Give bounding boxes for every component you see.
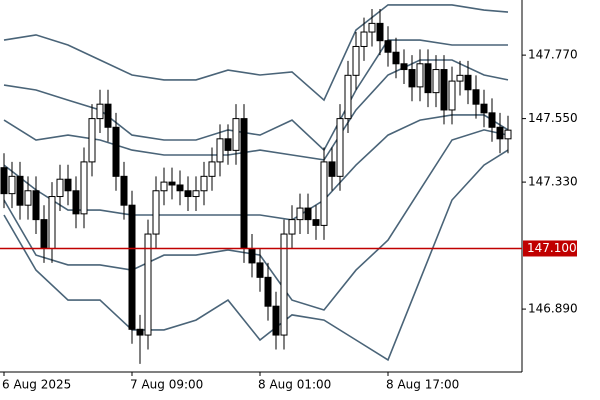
candle-body [416, 63, 424, 88]
candle-body [168, 181, 176, 186]
candle-body [392, 51, 400, 65]
candle-body [120, 175, 128, 206]
candle-body [344, 74, 352, 120]
y-tick-label: 147.770 [528, 48, 578, 62]
candle-body [296, 207, 304, 221]
candle-body [8, 175, 16, 195]
candle-body [360, 31, 368, 47]
candle-body [280, 233, 288, 336]
candle-body [128, 204, 136, 330]
y-tick-label: 147.330 [528, 175, 578, 189]
candle-body [240, 118, 248, 249]
candle-body [256, 262, 264, 278]
candle-body [72, 190, 80, 215]
candle-body [216, 138, 224, 163]
candle-body [368, 22, 376, 33]
candle-body [288, 219, 296, 235]
candle-body [472, 89, 480, 105]
candle-body [424, 63, 432, 94]
candle-body [432, 69, 440, 94]
candle-body [184, 190, 192, 198]
candle-body [232, 118, 240, 151]
candle-body [88, 118, 96, 163]
candle-body [312, 219, 320, 226]
candle-body [208, 161, 216, 177]
candle-body [336, 118, 344, 177]
band-line [3, 4, 509, 102]
candle-body [496, 126, 504, 140]
candle-body [440, 69, 448, 111]
candle-body [16, 175, 24, 206]
candle-body [152, 190, 160, 235]
x-tick-label: 8 Aug 01:00 [258, 378, 331, 392]
candle-body [272, 305, 280, 336]
plot-area [0, 4, 512, 364]
candle-body [144, 233, 152, 336]
candle-body [400, 63, 408, 71]
candle-body [224, 138, 232, 151]
candle-body [192, 190, 200, 198]
candle-body [320, 161, 328, 226]
candle-body [408, 69, 416, 88]
x-tick-label: 8 Aug 17:00 [386, 378, 459, 392]
candle-body [24, 190, 32, 206]
candle-body [464, 74, 472, 91]
candle-body [80, 161, 88, 215]
candle-body [64, 178, 72, 192]
candle-body [56, 178, 64, 198]
price-label: 147.100 [527, 241, 577, 255]
candle-body [264, 276, 272, 307]
candle-body [200, 175, 208, 192]
candle-body [504, 129, 512, 140]
y-tick-label: 147.550 [528, 111, 578, 125]
candle-body [480, 103, 488, 114]
candle-body [48, 196, 56, 249]
candle-body [456, 74, 464, 82]
candle-body [488, 112, 496, 128]
candle-body [304, 207, 312, 221]
candle-body [32, 190, 40, 221]
candle-body [376, 22, 384, 42]
candle-body [96, 103, 104, 120]
band-line [3, 149, 509, 362]
price-label-box [523, 240, 577, 257]
candle-body [384, 40, 392, 53]
band-line [3, 114, 509, 221]
candle-body [160, 181, 168, 192]
candle-body [112, 126, 120, 177]
candle-body [328, 161, 336, 177]
band-line [3, 39, 508, 152]
candle-body [448, 80, 456, 111]
candle-body [248, 247, 256, 264]
candle-body [40, 219, 48, 249]
candle-body [104, 103, 112, 128]
x-tick-label: 6 Aug 2025 [2, 378, 71, 392]
y-tick-label: 146.890 [528, 302, 578, 316]
candle-body [176, 184, 184, 192]
candle-body [0, 167, 8, 195]
candle-body [136, 328, 144, 336]
candle-body [352, 45, 360, 76]
x-tick-label: 7 Aug 09:00 [130, 378, 203, 392]
band-line [3, 129, 509, 311]
